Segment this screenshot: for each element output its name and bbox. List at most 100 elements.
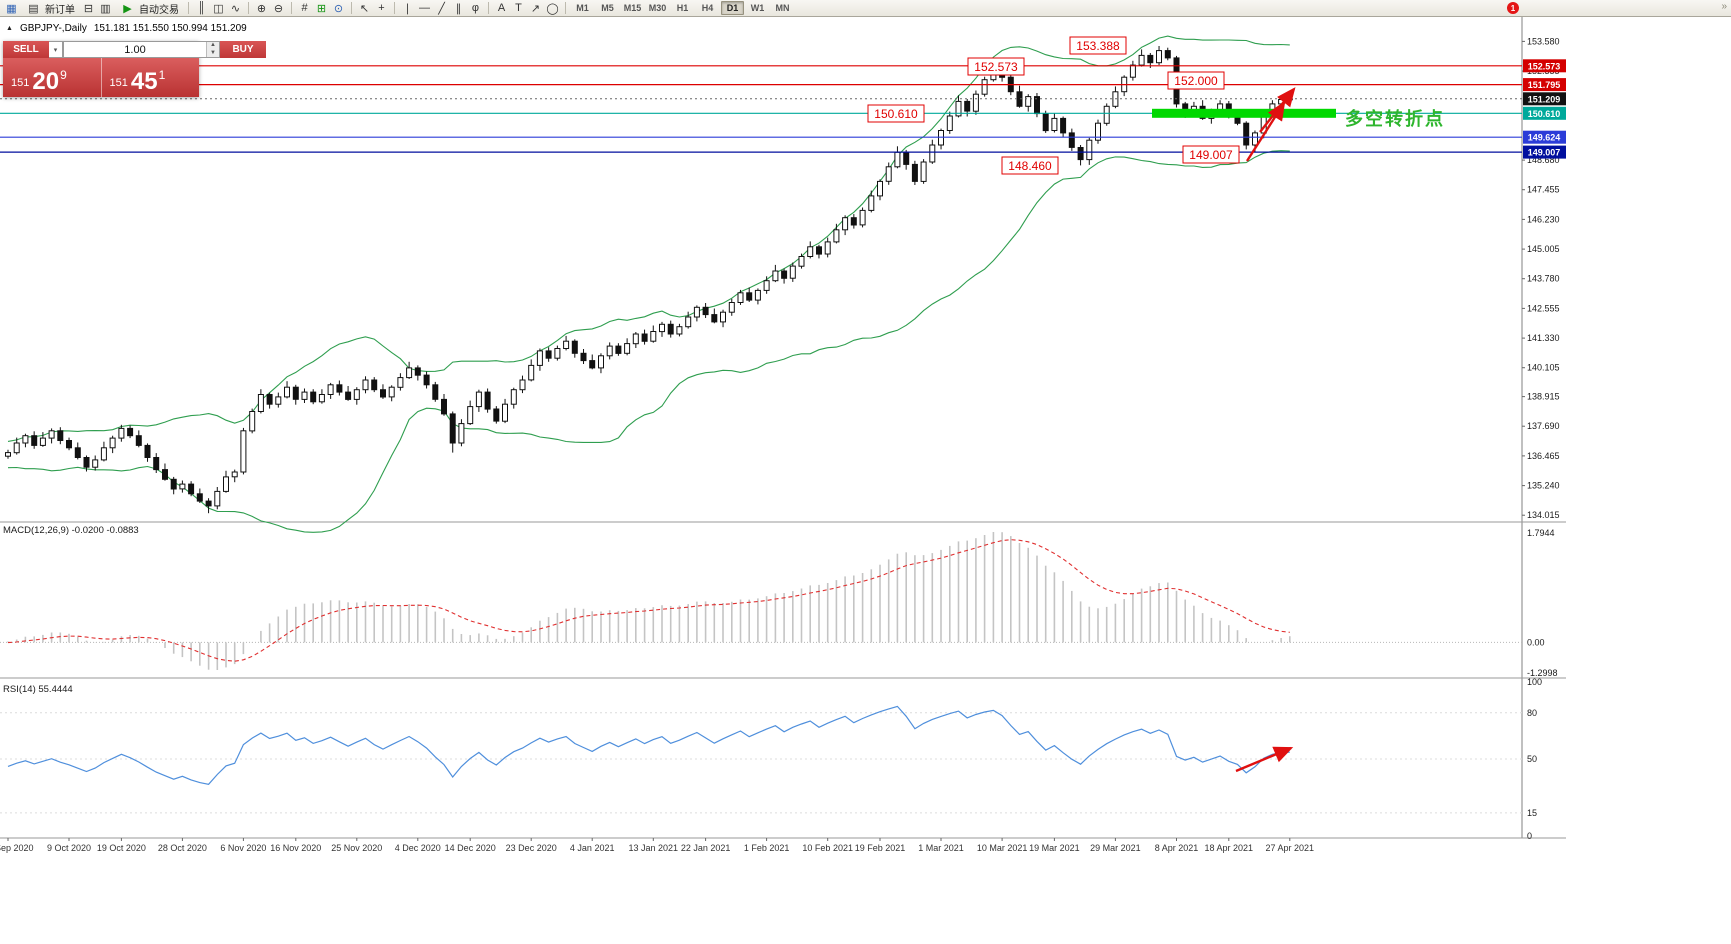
zoom-out-icon[interactable]: ⊖ [273,2,284,15]
svg-text:0.00: 0.00 [1527,637,1545,647]
zoom-in-icon[interactable]: ⊕ [256,2,267,15]
volume-down-button[interactable]: ▼ [207,49,219,57]
rsi-line [7,705,1290,785]
trend-arrows[interactable] [1245,87,1296,162]
timeframe-h1-button[interactable]: H1 [676,3,689,13]
timeframe-h4-button[interactable]: H4 [701,3,714,13]
horizontal-line-icon[interactable]: ― [419,2,430,14]
text-tool-icon[interactable]: A [497,2,506,14]
channel-icon[interactable]: ∥ [455,2,462,15]
date-tick-label: 1 Mar 2021 [918,843,964,853]
toolbar-separator [351,2,352,14]
candlestick-chart-icon[interactable]: ◫ [213,2,224,15]
callout-text: 152.573 [974,60,1018,74]
symbol-period-label: GBPJPY-,Daily [19,23,87,34]
timeframe-m30-button[interactable]: M30 [648,3,667,13]
price-badge-151.795 [1523,78,1566,92]
date-tick-label: 1 Feb 2021 [744,843,790,853]
price-tick-label: 142.555 [1527,303,1560,313]
callout-box-152.000 [1167,71,1225,90]
date-tick-label: 4 Jan 2021 [570,843,615,853]
date-tick-label: 18 Apr 2021 [1205,843,1254,853]
trendline-icon[interactable]: ╱ [438,2,445,15]
callout-box-150.610 [867,104,925,123]
fibonacci-icon[interactable]: φ [471,2,480,14]
svg-text:0: 0 [1527,831,1532,841]
notification-badge[interactable]: 1 [1507,2,1519,14]
print-icon[interactable]: ⊟ [83,2,94,15]
price-tick-label: 148.680 [1527,155,1560,165]
red-up-arrow [1245,100,1286,162]
date-tick-label: 28 Oct 2020 [158,843,207,853]
sell-price-big: 20 [32,68,60,95]
date-tick-label: 27 Apr 2021 [1266,843,1315,853]
svg-text:100: 100 [1527,677,1542,687]
new-order-icon: ▤ [28,2,39,15]
timeframe-w1-button[interactable]: W1 [750,3,765,13]
toolbar-separator [291,2,292,14]
new-order-label: 新订单 [45,4,75,16]
toolbar-separator [565,2,566,14]
timeframe-m15-button[interactable]: M15 [623,3,642,13]
line-chart-icon[interactable]: ∿ [230,2,241,15]
period-icon[interactable]: ⊙ [333,2,344,15]
date-tick-label: 22 Jan 2021 [681,843,731,853]
timeframe-m1-button[interactable]: M1 [576,3,589,13]
date-tick-label: 14 Dec 2020 [445,843,496,853]
volume-input[interactable] [64,42,206,57]
svg-text:80: 80 [1527,708,1537,718]
one-click-trading-panel: SELL ▾ ▲ ▼ BUY 151 20 9 151 45 1 [3,41,266,97]
volume-spinner: ▲ ▼ [206,42,219,57]
cursor-icon[interactable]: ↖ [359,2,370,15]
buy-price-button[interactable]: 151 45 1 [100,58,200,97]
order-type-dropdown[interactable]: ▾ [49,41,63,58]
pivot-highlight-bar[interactable] [1152,108,1336,118]
price-badge-text: 151.795 [1528,80,1561,90]
autotrading-label: 自动交易 [139,4,179,16]
callout-box-149.007 [1182,145,1240,164]
svg-text:15: 15 [1527,808,1537,818]
date-tick-label: 8 Apr 2021 [1155,843,1199,853]
date-tick-label: 29 Mar 2021 [1090,843,1141,853]
timeframe-d1-button[interactable]: D1 [721,1,744,15]
autotrading-button[interactable]: ▶ 自动交易 [114,1,184,16]
profiles-icon[interactable]: ▥ [100,2,111,15]
price-callouts[interactable]: 153.388 152.573 152.000 150.610 148.460 149.0… [867,36,1240,175]
sell-price-prefix: 151 [11,77,30,89]
add-indicator-icon[interactable]: ⊞ [316,2,327,15]
bar-chart-icon[interactable]: ║ [197,2,206,14]
toolbar-separator [488,2,489,14]
timeframe-m5-button[interactable]: M5 [601,3,614,13]
shapes-tool-icon[interactable]: ◯ [546,2,559,15]
buy-price-big: 45 [130,68,158,95]
callout-text: 148.460 [1008,159,1052,173]
price-badge-text: 149.624 [1528,133,1561,143]
toolbar-overflow-icon[interactable]: » [1721,1,1727,12]
timeframe-mn-button[interactable]: MN [775,3,790,13]
rsi-pane: RSI(14) 55.4444 100 80 50 15 0 [0,677,1542,841]
price-tick-label: 145.005 [1527,244,1560,254]
rsi-red-arrow[interactable] [1235,746,1294,773]
pivot-text-label[interactable]: 多空转折点 [1345,108,1445,129]
vertical-line-icon[interactable]: ∣ [404,2,411,15]
buy-button[interactable]: BUY [220,41,266,58]
new-chart-icon[interactable]: ▦ [6,2,17,15]
new-order-button[interactable]: ▤ 新订单 [20,1,80,16]
callout-box-148.460 [1001,156,1059,175]
date-tick-label: 9 Oct 2020 [47,843,91,853]
svg-text:1.7944: 1.7944 [1527,528,1555,538]
date-tick-label: 13 Jan 2021 [629,843,679,853]
grid-icon[interactable]: # [301,2,308,14]
sell-button[interactable]: SELL [3,41,49,58]
crosshair-icon[interactable]: + [378,2,385,14]
date-tick-label: 16 Nov 2020 [270,843,321,853]
arrow-tool-icon[interactable]: ↗ [530,2,541,15]
macd-label: MACD(12,26,9) -0.0200 -0.0883 [3,525,139,536]
sell-price-button[interactable]: 151 20 9 [3,58,101,97]
collapse-panel-icon[interactable]: ▲ [6,25,13,32]
price-badge-150.610 [1523,106,1566,120]
label-tool-icon[interactable]: T [515,2,522,14]
bollinger-bands [7,35,1290,533]
volume-up-button[interactable]: ▲ [207,42,219,50]
